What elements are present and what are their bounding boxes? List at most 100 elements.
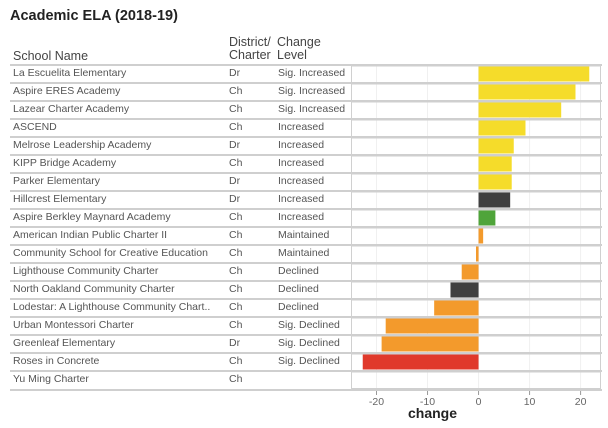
- district-charter-cell: Ch: [229, 85, 243, 97]
- bar: [381, 336, 479, 352]
- chart-panel: -20 -10 0 10 20: [351, 64, 601, 408]
- change-level-cell: Sig. Increased: [278, 85, 346, 97]
- chart-title: Academic ELA (2018-19): [10, 8, 178, 24]
- bar: [385, 318, 479, 334]
- change-level-cell: Sig. Increased: [278, 67, 346, 79]
- district-charter-cell: Ch: [229, 157, 243, 169]
- bar: [478, 192, 511, 208]
- district-charter-cell: Dr: [229, 193, 241, 205]
- school-name-cell: Community School for Creative Education: [13, 247, 208, 259]
- school-name-cell: Greenleaf Elementary: [13, 337, 116, 349]
- table-row: Lazear Charter Academy Ch Sig. Increased: [10, 100, 602, 118]
- table-row: Aspire ERES Academy Ch Sig. Increased: [10, 82, 602, 100]
- column-header-school-name: School Name: [13, 49, 89, 63]
- district-charter-cell: Ch: [229, 301, 243, 313]
- x-tick-label: 0: [476, 396, 482, 408]
- bar: [476, 246, 479, 262]
- table-row: Greenleaf Elementary Dr Sig. Declined: [10, 334, 602, 352]
- table-row: Yu Ming Charter Ch: [10, 370, 602, 391]
- table-row: Urban Montessori Charter Ch Sig. Declined: [10, 316, 602, 334]
- bar: [478, 138, 514, 154]
- school-name-cell: Lodestar: A Lighthouse Community Chart..: [13, 301, 211, 313]
- column-header-change-level: Change Level: [277, 36, 321, 62]
- table-row: Lighthouse Community Charter Ch Declined: [10, 262, 602, 280]
- table-row: La Escuelita Elementary Dr Sig. Increased: [10, 64, 602, 82]
- bar-chart: -20 -10 0 10 20: [351, 64, 601, 408]
- district-charter-cell: Ch: [229, 211, 243, 223]
- table-row: Aspire Berkley Maynard Academy Ch Increase…: [10, 208, 602, 226]
- school-name-cell: Melrose Leadership Academy: [13, 139, 152, 151]
- table-row: Melrose Leadership Academy Dr Increased: [10, 136, 602, 154]
- change-level-cell: Increased: [278, 193, 325, 205]
- school-name-cell: KIPP Bridge Academy: [13, 157, 117, 169]
- district-charter-cell: Ch: [229, 319, 243, 331]
- bar: [478, 66, 590, 82]
- bar: [478, 102, 562, 118]
- column-header-change-level-line1: Change: [277, 35, 321, 49]
- school-name-cell: La Escuelita Elementary: [13, 67, 127, 79]
- bar: [478, 84, 576, 100]
- bar: [450, 282, 479, 298]
- x-tick-label: 20: [575, 396, 587, 408]
- change-level-cell: Declined: [278, 265, 319, 277]
- district-charter-cell: Dr: [229, 175, 241, 187]
- table-row: Hillcrest Elementary Dr Increased: [10, 190, 602, 208]
- change-level-cell: Increased: [278, 121, 325, 133]
- change-level-cell: Sig. Declined: [278, 337, 340, 349]
- column-header-change-level-line2: Level: [277, 48, 307, 62]
- bar: [478, 228, 484, 244]
- school-name-cell: Lighthouse Community Charter: [13, 265, 159, 277]
- column-header-district-charter-line1: District/: [229, 35, 271, 49]
- district-charter-cell: Ch: [229, 121, 243, 133]
- school-name-cell: Aspire ERES Academy: [13, 85, 121, 97]
- change-level-cell: Declined: [278, 283, 319, 295]
- change-level-cell: Increased: [278, 175, 325, 187]
- district-charter-cell: Ch: [229, 265, 243, 277]
- x-tick-label: 10: [524, 396, 536, 408]
- table-row: American Indian Public Charter II Ch Maint…: [10, 226, 602, 244]
- table-row: KIPP Bridge Academy Ch Increased: [10, 154, 602, 172]
- table-row: Roses in Concrete Ch Sig. Declined: [10, 352, 602, 370]
- district-charter-cell: Ch: [229, 283, 243, 295]
- district-charter-cell: Dr: [229, 67, 241, 79]
- bar: [461, 264, 479, 280]
- change-level-cell: Declined: [278, 301, 319, 313]
- district-charter-cell: Ch: [229, 229, 243, 241]
- bar: [478, 210, 496, 226]
- column-header-district-charter: District/ Charter: [229, 36, 271, 62]
- change-level-cell: Sig. Increased: [278, 103, 346, 115]
- change-level-cell: Sig. Declined: [278, 355, 340, 367]
- school-name-cell: Yu Ming Charter: [13, 373, 89, 385]
- x-tick-label: -20: [369, 396, 384, 408]
- table-row: Community School for Creative Education C…: [10, 244, 602, 262]
- school-name-cell: North Oakland Community Charter: [13, 283, 175, 295]
- school-name-cell: Urban Montessori Charter: [13, 319, 134, 331]
- school-name-cell: Lazear Charter Academy: [13, 103, 130, 115]
- school-name-cell: ASCEND: [13, 121, 57, 133]
- column-header-district-charter-line2: Charter: [229, 48, 271, 62]
- school-name-cell: Aspire Berkley Maynard Academy: [13, 211, 171, 223]
- change-level-cell: Sig. Declined: [278, 319, 340, 331]
- bar: [478, 174, 512, 190]
- school-name-cell: American Indian Public Charter II: [13, 229, 168, 241]
- district-charter-cell: Ch: [229, 373, 243, 385]
- change-level-cell: Increased: [278, 157, 325, 169]
- school-name-cell: Roses in Concrete: [13, 355, 100, 367]
- table-rows: La Escuelita Elementary Dr Sig. Increased A…: [10, 64, 602, 391]
- table-row: ASCEND Ch Increased: [10, 118, 602, 136]
- x-axis-label: change: [408, 405, 458, 421]
- change-level-cell: Maintained: [278, 229, 330, 241]
- district-charter-cell: Ch: [229, 247, 243, 259]
- bar: [362, 354, 479, 370]
- school-name-cell: Hillcrest Elementary: [13, 193, 107, 205]
- table-row: North Oakland Community Charter Ch Decline…: [10, 280, 602, 298]
- school-name-cell: Parker Elementary: [13, 175, 100, 187]
- x-tick-label: -10: [420, 396, 435, 408]
- district-charter-cell: Dr: [229, 337, 241, 349]
- bar: [478, 156, 512, 172]
- bar: [434, 300, 479, 316]
- bar: [478, 120, 526, 136]
- table-row: Lodestar: A Lighthouse Community Chart..…: [10, 298, 602, 316]
- table-row: Parker Elementary Dr Increased: [10, 172, 602, 190]
- district-charter-cell: Ch: [229, 103, 243, 115]
